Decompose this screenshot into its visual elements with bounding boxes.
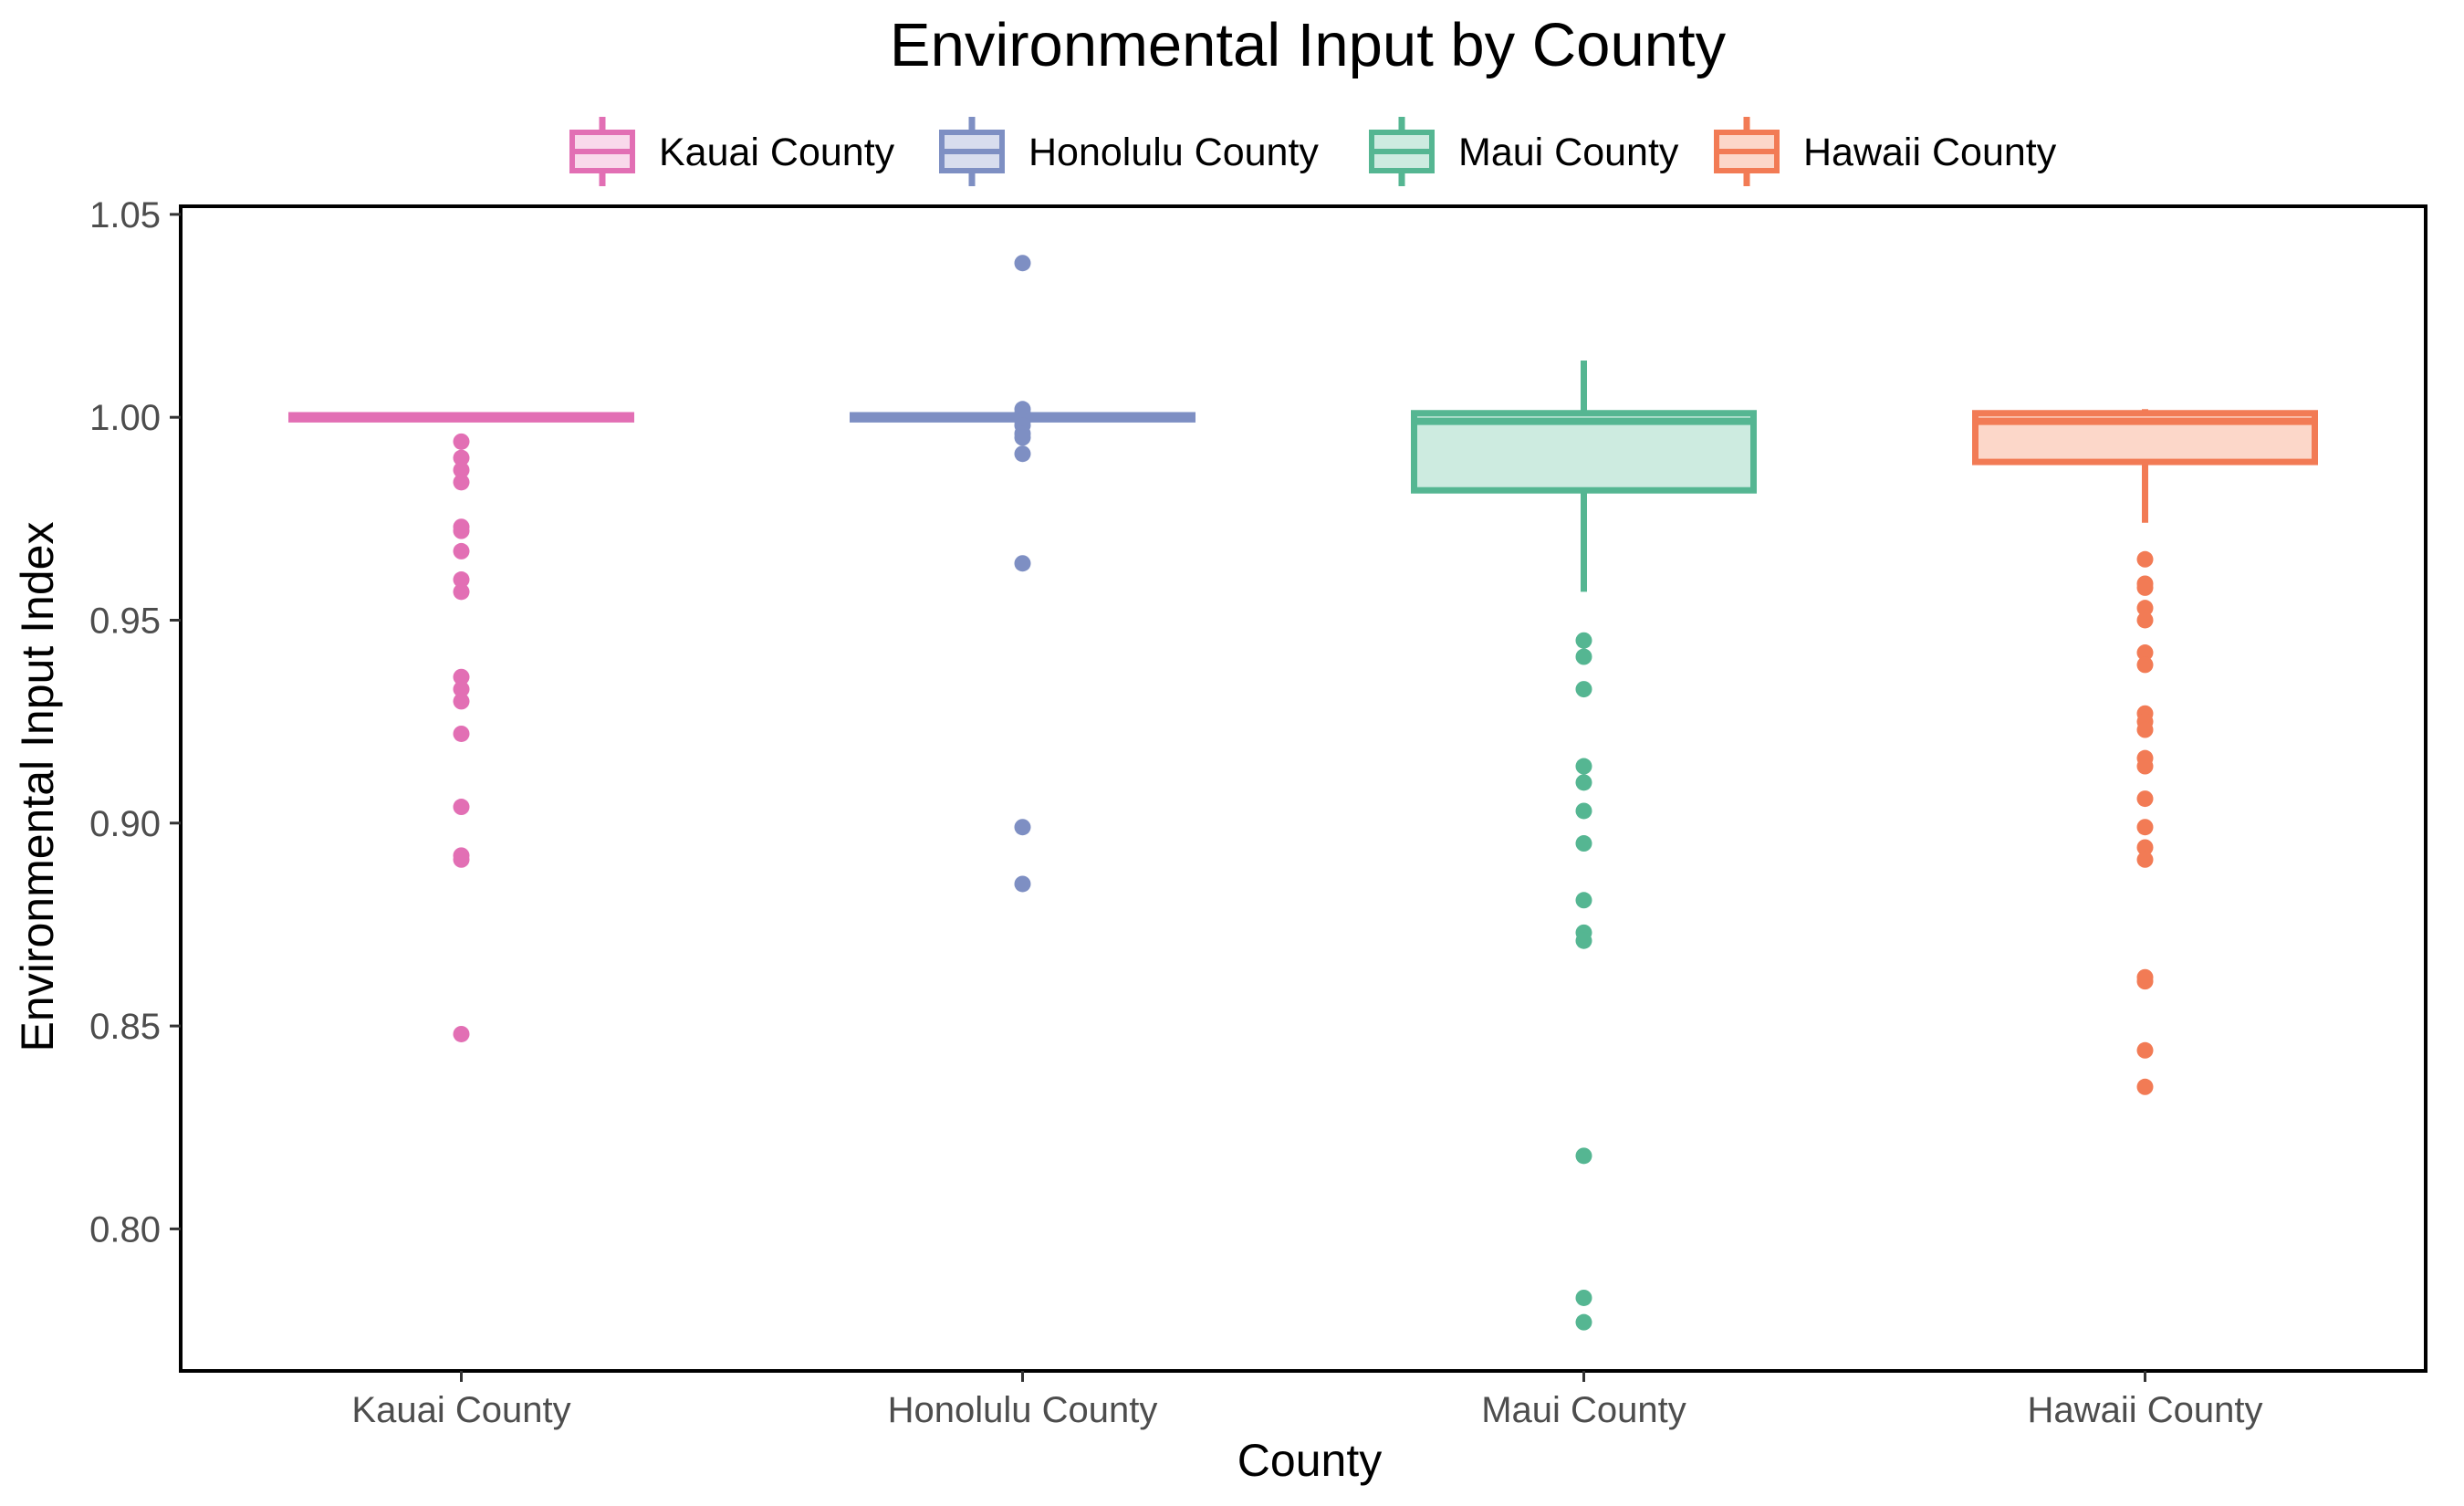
box-iqr: [1411, 410, 1757, 494]
outlier-point: [1575, 932, 1592, 949]
outlier-point: [1014, 255, 1031, 272]
outlier-point: [453, 693, 470, 710]
outlier-point: [1014, 429, 1031, 446]
outlier-point: [1575, 758, 1592, 775]
outlier-point: [2136, 839, 2154, 856]
outlier-point: [2136, 1078, 2154, 1095]
outlier-point: [453, 1025, 470, 1042]
y-tick-label: 0.95: [89, 601, 161, 641]
outlier-point: [1575, 1147, 1592, 1165]
outlier-point: [1575, 1313, 1592, 1331]
outlier-point: [2136, 550, 2154, 568]
box-group-hawaii-county: [1972, 409, 2318, 1095]
outlier-point: [2136, 644, 2154, 662]
legend-item-maui-county: Maui County: [1369, 117, 1679, 186]
outlier-point: [453, 522, 470, 539]
outlier-point: [453, 542, 470, 560]
outlier-point: [1575, 774, 1592, 791]
outlier-point: [1575, 681, 1592, 698]
outlier-point: [1575, 1289, 1592, 1306]
outlier-point: [453, 461, 470, 478]
outlier-point: [2136, 579, 2154, 596]
outlier-point: [2136, 1041, 2154, 1059]
box-group-honolulu-county: [850, 255, 1195, 893]
outlier-point: [1014, 555, 1031, 572]
outlier-point: [453, 449, 470, 466]
outlier-point: [2136, 973, 2154, 990]
x-tick-label: Honolulu County: [888, 1390, 1158, 1430]
outlier-point: [2136, 758, 2154, 775]
plot-area: [179, 204, 2427, 1373]
legend-label: Honolulu County: [1028, 131, 1319, 174]
outlier-point: [453, 571, 470, 589]
outlier-point: [2136, 600, 2154, 617]
legend-label: Kauai County: [659, 131, 895, 174]
outlier-point: [453, 725, 470, 742]
outlier-point: [1575, 648, 1592, 665]
outlier-point: [1575, 835, 1592, 852]
outlier-point: [2136, 790, 2154, 808]
legend-label: Maui County: [1458, 131, 1679, 174]
outlier-point: [1014, 875, 1031, 893]
legend-item-hawaii-county: Hawaii County: [1714, 117, 2057, 186]
outlier-point: [453, 851, 470, 868]
y-tick-label: 1.00: [89, 398, 161, 438]
outlier-point: [453, 799, 470, 816]
legend-item-honolulu-county: Honolulu County: [939, 117, 1319, 186]
chart-title: Environmental Input by County: [890, 11, 1727, 79]
outlier-point: [2136, 851, 2154, 868]
outlier-point: [1575, 892, 1592, 909]
x-axis: Kauai County Honolulu County Maui County Ha…: [351, 1371, 2262, 1430]
y-axis-title: Environmental Input Index: [12, 522, 63, 1052]
outlier-point: [1014, 445, 1031, 463]
y-tick-label: 0.85: [89, 1007, 161, 1047]
y-axis: 0.80 0.85 0.90 0.95 1.00 1.05: [89, 195, 181, 1250]
x-tick-label: Maui County: [1481, 1390, 1686, 1430]
box-group-kauai-county: [288, 412, 634, 1042]
outlier-point: [2136, 612, 2154, 629]
outlier-point: [453, 474, 470, 491]
box-group-maui-county: [1411, 360, 1757, 1331]
outlier-point: [1014, 819, 1031, 836]
outlier-point: [453, 583, 470, 601]
outlier-point: [2136, 819, 2154, 836]
outlier-point: [453, 433, 470, 450]
outlier-point: [453, 668, 470, 685]
outlier-point: [1575, 632, 1592, 649]
legend-item-kauai-county: Kauai County: [569, 117, 895, 186]
y-tick-label: 1.05: [89, 195, 161, 235]
x-tick-label: Kauai County: [351, 1390, 570, 1430]
outlier-point: [453, 681, 470, 698]
y-tick-label: 0.80: [89, 1209, 161, 1250]
outlier-point: [1575, 802, 1592, 820]
x-tick-label: Hawaii County: [2028, 1390, 2263, 1430]
legend: Kauai County Honolulu County Maui County Ha…: [569, 117, 2057, 186]
legend-label: Hawaii County: [1803, 131, 2057, 174]
outlier-point: [2136, 656, 2154, 674]
panel-border: [179, 204, 2427, 1373]
y-tick-label: 0.90: [89, 804, 161, 844]
outlier-point: [2136, 721, 2154, 738]
x-axis-title: County: [1237, 1435, 1382, 1486]
